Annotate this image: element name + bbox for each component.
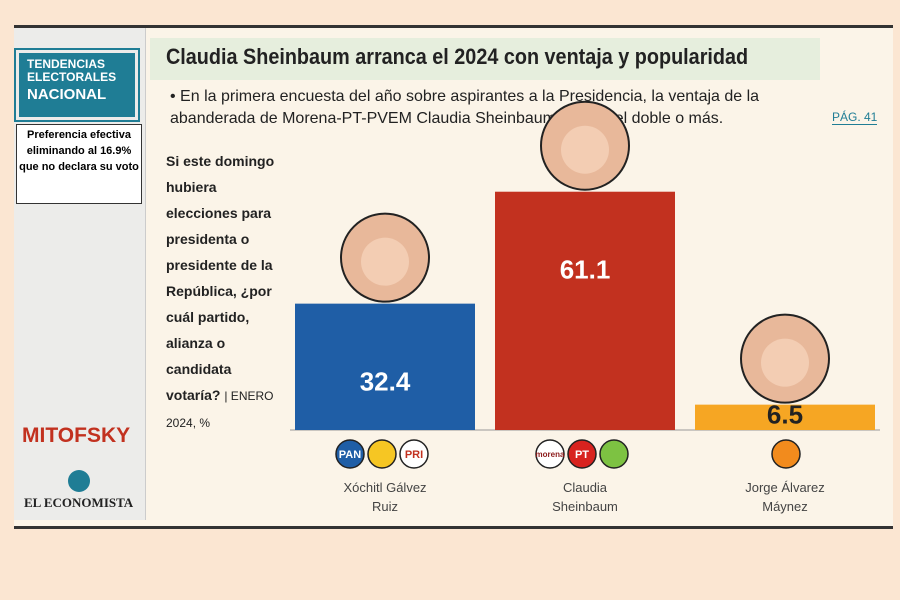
value-label: 6.5 <box>767 400 803 430</box>
publisher-logo <box>68 470 90 492</box>
candidate-name: Claudia Sheinbaum <box>552 480 618 514</box>
party-logo <box>567 439 597 469</box>
pollster: MITOFSKY <box>22 424 131 447</box>
bar <box>295 303 475 430</box>
value-label: 32.4 <box>360 367 411 397</box>
section-scope: NACIONAL <box>27 86 107 103</box>
party-label: PT <box>575 449 589 461</box>
candidate-name: Xóchitl Gálvez Ruiz <box>343 480 427 514</box>
question-text: Si este domingo hubiera elecciones para … <box>166 153 275 403</box>
publisher: EL ECONOMISTA <box>24 495 134 510</box>
page-ref: PÁG. 41 <box>832 110 878 125</box>
party-logo <box>535 439 565 469</box>
party-logo <box>399 439 429 469</box>
bar <box>695 404 875 430</box>
party-label: PRI <box>405 449 423 461</box>
value-label: 61.1 <box>560 255 611 285</box>
card <box>14 25 893 529</box>
period: | ENERO 2024, % <box>166 389 274 430</box>
bar <box>495 191 675 430</box>
party-logo <box>335 439 365 469</box>
candidate-name: Jorge Álvarez Máynez <box>745 480 825 514</box>
section-box: TENDENCIAS ELECTORALES NACIONAL <box>14 48 140 122</box>
party-label: PAN <box>339 449 361 461</box>
question: Si este domingo hubiera elecciones para … <box>166 148 278 436</box>
title: Claudia Sheinbaum arranca el 2024 con ve… <box>166 44 749 69</box>
note: Preferencia efectiva eliminando al 16.9%… <box>16 124 142 204</box>
candidate-face <box>761 338 809 387</box>
title-bar <box>150 38 820 80</box>
section: TENDENCIAS ELECTORALES <box>27 57 117 84</box>
party-label: morena <box>536 450 565 459</box>
party-logo <box>771 439 801 469</box>
candidate-face <box>561 125 609 174</box>
party-logo <box>367 439 397 469</box>
candidate-face <box>361 237 409 286</box>
party-logo <box>599 439 629 469</box>
